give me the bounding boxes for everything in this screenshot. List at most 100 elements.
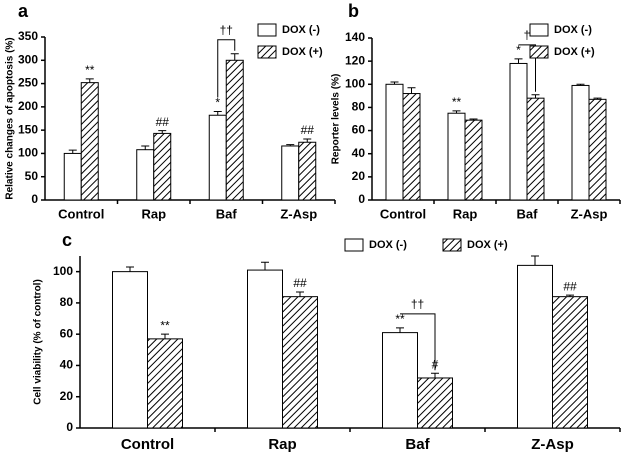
- significance-label: ##: [301, 123, 315, 137]
- legend-label: DOX (+): [554, 46, 595, 58]
- y-tick-label: 80: [60, 295, 74, 309]
- bar: [526, 97, 545, 201]
- bracket: [400, 313, 436, 371]
- y-tick-label: 350: [18, 29, 38, 43]
- x-tick-label: Rap: [453, 206, 478, 221]
- error-bar: [452, 110, 461, 114]
- x-tick-label: Baf: [517, 206, 539, 221]
- bracket-label: ††: [220, 23, 233, 37]
- legend-label: DOX (-): [369, 239, 407, 251]
- y-tick-label: 150: [18, 122, 38, 136]
- y-tick-label: 0: [31, 192, 38, 206]
- x-tick-label: Control: [380, 206, 426, 221]
- x-tick-label: Control: [58, 206, 104, 221]
- error-bar: [161, 333, 169, 339]
- bar: [385, 83, 404, 201]
- bar: [147, 338, 183, 429]
- y-tick-label: 250: [18, 76, 38, 90]
- error-bar: [158, 130, 167, 134]
- significance-label: **: [395, 312, 405, 326]
- legend-swatch: [257, 45, 277, 59]
- error-bar: [566, 294, 574, 297]
- bar: [447, 112, 466, 201]
- x-tick-label: Control: [121, 436, 174, 453]
- y-axis-label: Relative changes of apoptosis (%): [5, 37, 16, 199]
- y-axis-label: Reporter levels (%): [331, 74, 342, 165]
- x-tick-label: Rap: [141, 206, 166, 221]
- error-bar: [576, 83, 585, 86]
- error-bar: [431, 372, 439, 378]
- significance-label: **: [452, 95, 462, 109]
- bar: [571, 84, 590, 201]
- error-bar: [469, 118, 478, 121]
- y-tick-label: 300: [18, 52, 38, 66]
- error-bar: [396, 327, 404, 333]
- x-tick-label: Baf: [216, 206, 238, 221]
- panel-label: a: [18, 1, 29, 21]
- legend-swatch: [344, 238, 364, 252]
- panel-label: c: [62, 230, 72, 250]
- y-tick-label: 200: [18, 99, 38, 113]
- y-tick-label: 40: [352, 146, 366, 160]
- panel-label: b: [348, 1, 359, 21]
- legend-label: DOX (+): [467, 239, 508, 251]
- x-tick-label: Z-Asp: [531, 436, 574, 453]
- y-tick-label: 50: [25, 169, 39, 183]
- y-tick-label: 80: [352, 100, 366, 114]
- y-tick-label: 100: [345, 76, 365, 90]
- significance-label: **: [160, 318, 170, 332]
- error-bar: [407, 87, 416, 94]
- significance-label: ##: [563, 279, 577, 293]
- significance-label: ##: [156, 115, 170, 129]
- legend-label: DOX (+): [282, 46, 323, 58]
- significance-label: ##: [293, 276, 307, 290]
- bar: [63, 152, 82, 201]
- error-bar: [286, 144, 295, 146]
- error-bar: [141, 145, 150, 150]
- bar: [382, 332, 418, 429]
- bar: [153, 132, 172, 201]
- x-tick-label: Z-Asp: [280, 206, 317, 221]
- y-tick-label: 60: [60, 326, 74, 340]
- significance-label: **: [85, 63, 95, 77]
- y-tick-label: 60: [352, 123, 366, 137]
- bar: [464, 119, 483, 201]
- bar: [552, 296, 588, 429]
- y-axis-label: Cell viability (% of control): [33, 279, 44, 405]
- y-tick-label: 120: [345, 53, 365, 67]
- bar: [136, 149, 155, 201]
- error-bar: [390, 81, 399, 85]
- significance-label: *: [215, 96, 220, 110]
- bar: [282, 296, 318, 429]
- bracket-label: ††: [411, 297, 424, 311]
- x-tick-label: Z-Asp: [571, 206, 608, 221]
- bar: [417, 377, 453, 429]
- bar: [402, 93, 421, 201]
- error-bar: [126, 266, 134, 272]
- bar: [298, 141, 317, 201]
- bar: [225, 59, 244, 201]
- error-bar: [514, 58, 523, 64]
- error-bar: [230, 53, 239, 61]
- bar: [517, 264, 553, 429]
- bar: [208, 114, 227, 201]
- error-bar: [531, 255, 539, 266]
- bar: [247, 269, 283, 429]
- error-bar: [593, 97, 602, 100]
- y-tick-label: 100: [53, 264, 73, 278]
- bar: [281, 145, 300, 201]
- legend-label: DOX (-): [282, 24, 320, 36]
- y-tick-label: 0: [358, 192, 365, 206]
- error-bar: [531, 94, 540, 99]
- y-tick-label: 100: [18, 146, 38, 160]
- y-tick-label: 140: [345, 30, 365, 44]
- y-tick-label: 20: [352, 169, 366, 183]
- error-bar: [85, 78, 94, 83]
- error-bar: [296, 291, 304, 297]
- legend-swatch: [529, 23, 549, 37]
- bar: [588, 98, 607, 201]
- legend-swatch: [257, 23, 277, 37]
- error-bar: [213, 111, 222, 116]
- y-tick-label: 0: [66, 420, 73, 434]
